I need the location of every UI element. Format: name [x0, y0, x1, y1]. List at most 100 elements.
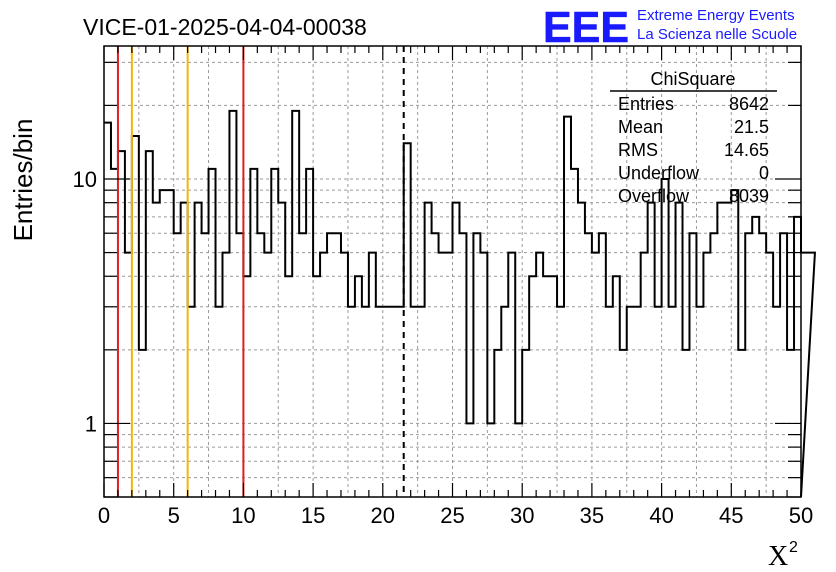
histogram-bin	[550, 276, 557, 497]
histogram-bin	[111, 169, 118, 497]
histogram-bin	[808, 253, 815, 497]
histogram-bin	[348, 307, 355, 497]
histogram-bin	[271, 169, 278, 497]
histogram-bin	[446, 253, 453, 497]
x-tick-label: 50	[789, 503, 813, 528]
x-axis-label-superscript: 2	[789, 539, 798, 556]
histogram-bin	[592, 253, 599, 497]
x-tick-label: 25	[440, 503, 464, 528]
stats-value: 21.5	[734, 117, 769, 137]
eee-logo: EEE	[543, 3, 629, 52]
histogram-bin	[508, 253, 515, 497]
org-name-line2: La Scienza nelle Scuole	[637, 26, 797, 43]
histogram-bin	[613, 276, 620, 497]
stats-label: RMS	[618, 140, 658, 160]
histogram-bin	[362, 307, 369, 497]
histogram-bin	[606, 307, 613, 497]
histogram-bin	[696, 307, 703, 497]
histogram-bin	[536, 253, 543, 497]
stats-value: 14.65	[724, 140, 769, 160]
histogram-bin	[459, 233, 466, 497]
y-axis-label: Entries/bin	[8, 119, 38, 242]
chart-title: VICE-01-2025-04-04-00038	[83, 14, 367, 40]
histogram-bin	[202, 233, 209, 497]
histogram-bin	[627, 307, 634, 497]
histogram-bin	[501, 307, 508, 497]
histogram-bin	[390, 307, 397, 497]
histogram-bin	[543, 276, 550, 497]
x-tick-label: 0	[98, 503, 110, 528]
histogram-bin	[264, 253, 271, 497]
histogram-bin	[355, 276, 362, 497]
histogram-bin	[397, 307, 404, 497]
histogram-bin	[125, 253, 132, 497]
histogram-bin	[801, 253, 808, 497]
histogram-bin	[752, 217, 759, 497]
stats-value: 8642	[729, 94, 769, 114]
histogram-bin	[780, 233, 787, 497]
histogram-bin	[731, 190, 738, 497]
stats-box-title: ChiSquare	[650, 69, 735, 89]
grid-lines	[104, 46, 801, 497]
histogram-bin	[174, 233, 181, 497]
histogram-bin	[703, 253, 710, 497]
histogram-bin	[794, 217, 801, 497]
histogram-bin	[313, 276, 320, 497]
histogram-bin	[285, 276, 292, 497]
histogram-bin	[188, 307, 195, 497]
x-tick-label: 45	[719, 503, 743, 528]
histogram-bin	[641, 253, 648, 497]
histogram-bin	[250, 169, 257, 497]
x-axis-label: X	[768, 541, 788, 572]
stats-label: Entries	[618, 94, 674, 114]
histogram-bin	[571, 169, 578, 497]
y-axis-ticks: 1 10	[73, 61, 801, 498]
histogram-outline	[104, 109, 816, 498]
histogram-bin	[327, 233, 334, 497]
histogram-bin	[292, 111, 299, 497]
histogram-bin	[655, 307, 662, 497]
x-tick-label: 35	[580, 503, 604, 528]
histogram-bin	[160, 190, 167, 497]
histogram-bin	[766, 253, 773, 497]
histogram-bin	[669, 307, 676, 497]
histogram-bin	[480, 253, 487, 497]
histogram-bin	[599, 233, 606, 497]
org-name-line1: Extreme Energy Events	[637, 7, 795, 24]
histogram-bin	[439, 253, 446, 497]
histogram-bin	[306, 169, 313, 497]
x-tick-label: 40	[649, 503, 673, 528]
histogram-bin	[383, 307, 390, 497]
histogram-bin	[222, 253, 229, 497]
histogram-bin	[557, 307, 564, 497]
histogram-bin	[411, 307, 418, 497]
reference-lines	[116, 46, 405, 497]
histogram-bin	[473, 233, 480, 497]
histogram-bin	[745, 233, 752, 497]
y-tick-label: 1	[85, 411, 97, 436]
x-tick-label: 30	[510, 503, 534, 528]
histogram-bin	[529, 276, 536, 497]
histogram-bin	[376, 307, 383, 497]
histogram-bin	[341, 253, 348, 497]
stats-label: Overflow	[618, 186, 690, 206]
histogram-bin	[320, 253, 327, 497]
histogram-bin	[299, 233, 306, 497]
histogram-bin	[243, 276, 250, 497]
histogram-bin	[773, 307, 780, 497]
histogram-bin	[585, 233, 592, 497]
histogram-bin	[167, 190, 174, 497]
histogram-bin	[759, 233, 766, 497]
histogram-bin	[432, 233, 439, 497]
histogram-bin	[216, 307, 223, 497]
stats-value: 0	[759, 163, 769, 183]
histogram-bin	[257, 233, 264, 497]
stats-box: ChiSquare Entries 8642 Mean 21.5 RMS 14.65 Und…	[610, 69, 777, 206]
histogram-bin	[634, 307, 641, 497]
histogram-bin	[209, 169, 216, 497]
histogram-bin	[369, 253, 376, 497]
stats-label: Mean	[618, 117, 663, 137]
histogram-bin	[236, 233, 243, 497]
histogram-bin	[710, 233, 717, 497]
